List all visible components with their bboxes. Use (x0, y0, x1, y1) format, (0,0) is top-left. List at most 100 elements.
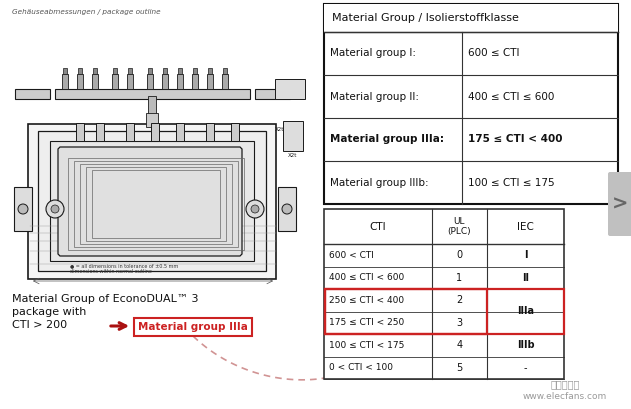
Text: CTI > 200: CTI > 200 (12, 320, 67, 330)
Circle shape (246, 200, 264, 218)
Text: Gehäuseabmessungen / package outline: Gehäuseabmessungen / package outline (12, 9, 161, 15)
Text: Material group II:: Material group II: (330, 92, 419, 101)
Bar (96, 123, 104, 141)
Bar (278, 187, 296, 231)
Bar (74, 161, 238, 247)
Bar (126, 123, 134, 141)
Bar (55, 89, 250, 99)
Text: II: II (522, 273, 529, 283)
Bar (147, 74, 153, 89)
Bar (222, 74, 228, 89)
Text: ● = all dimensions in tolerance of ±0.5 mm: ● = all dimensions in tolerance of ±0.5 … (70, 263, 178, 268)
Bar (193, 68, 197, 74)
Bar (148, 68, 152, 74)
Text: 600 ≤ CTI: 600 ≤ CTI (468, 49, 519, 58)
Circle shape (46, 200, 64, 218)
Bar (28, 124, 276, 279)
Bar (77, 74, 83, 89)
Bar (178, 68, 182, 74)
Bar (68, 158, 244, 250)
Text: 2: 2 (456, 295, 463, 305)
Text: 5: 5 (456, 363, 463, 373)
Bar (207, 74, 213, 89)
FancyBboxPatch shape (608, 172, 631, 236)
Text: 400 ≤ CTI < 600: 400 ≤ CTI < 600 (329, 273, 404, 282)
Bar (0, 0, 320, 409)
Bar (206, 123, 214, 141)
Text: 175 ≤ CTI < 400: 175 ≤ CTI < 400 (468, 135, 562, 144)
Bar (283, 121, 303, 151)
Text: 175 ≤ CTI < 250: 175 ≤ CTI < 250 (329, 318, 404, 327)
Bar (127, 74, 133, 89)
Text: 3: 3 (456, 318, 463, 328)
Bar (146, 113, 158, 127)
Circle shape (251, 205, 259, 213)
Text: IIIb: IIIb (517, 340, 534, 350)
Bar (80, 164, 232, 244)
Text: -: - (524, 363, 528, 373)
Text: package with: package with (12, 307, 86, 317)
Bar (223, 68, 227, 74)
Bar (324, 4, 618, 32)
Text: 100 ≤ CTI ≤ 175: 100 ≤ CTI ≤ 175 (468, 178, 555, 187)
Bar (177, 74, 183, 89)
Bar (62, 74, 68, 89)
Bar (78, 68, 82, 74)
Bar (192, 74, 198, 89)
Text: Material group I:: Material group I: (330, 49, 416, 58)
Bar (176, 123, 184, 141)
Bar (113, 68, 117, 74)
Bar (324, 289, 563, 333)
Bar (151, 123, 159, 141)
Bar (231, 123, 239, 141)
Circle shape (282, 204, 292, 214)
Bar (275, 79, 305, 99)
Bar (92, 74, 98, 89)
Bar (324, 289, 487, 333)
Text: Material Group / Isolierstoffklasse: Material Group / Isolierstoffklasse (332, 13, 519, 23)
Bar (76, 123, 84, 141)
Bar (163, 68, 167, 74)
Text: 4: 4 (456, 340, 463, 350)
Text: IIIa: IIIa (517, 306, 534, 317)
Bar (38, 131, 266, 271)
Text: 400 ≤ CTI ≤ 600: 400 ≤ CTI ≤ 600 (468, 92, 555, 101)
Bar (128, 68, 132, 74)
Text: 0 < CTI < 100: 0 < CTI < 100 (329, 363, 393, 372)
Text: Material group IIIa:: Material group IIIa: (330, 135, 444, 144)
Bar (324, 4, 618, 204)
Text: dimensions within normal outline: dimensions within normal outline (70, 269, 152, 274)
Text: 0: 0 (456, 250, 463, 260)
Bar (63, 68, 67, 74)
Circle shape (18, 204, 28, 214)
Bar (112, 74, 118, 89)
Text: Material group IIIb:: Material group IIIb: (330, 178, 428, 187)
Bar (208, 68, 212, 74)
Bar (255, 89, 290, 99)
Bar (134, 318, 252, 336)
Text: 250 ≤ CTI < 400: 250 ≤ CTI < 400 (329, 296, 404, 305)
Text: 电子发烧友: 电子发烧友 (550, 379, 580, 389)
Text: X2t: X2t (288, 153, 297, 158)
Text: www.elecfans.com: www.elecfans.com (523, 392, 607, 401)
Text: X2t: X2t (275, 127, 285, 132)
Text: Material group IIIa: Material group IIIa (138, 322, 248, 332)
Circle shape (51, 205, 59, 213)
Text: CTI: CTI (370, 222, 386, 231)
Polygon shape (58, 147, 242, 256)
Bar (93, 68, 97, 74)
Bar (14, 187, 32, 231)
Bar (50, 141, 254, 261)
Text: Material Group of EconoDUAL™ 3: Material Group of EconoDUAL™ 3 (12, 294, 199, 304)
Bar (324, 209, 564, 379)
Bar (148, 96, 156, 114)
Bar (162, 74, 168, 89)
Text: I: I (524, 250, 528, 260)
Text: UL
(PLC): UL (PLC) (447, 217, 471, 236)
Text: 1: 1 (456, 273, 463, 283)
Text: 600 < CTI: 600 < CTI (329, 251, 374, 260)
Bar (92, 170, 220, 238)
Text: 100 ≤ CTI < 175: 100 ≤ CTI < 175 (329, 341, 404, 350)
Bar (86, 167, 226, 241)
Bar (15, 89, 50, 99)
